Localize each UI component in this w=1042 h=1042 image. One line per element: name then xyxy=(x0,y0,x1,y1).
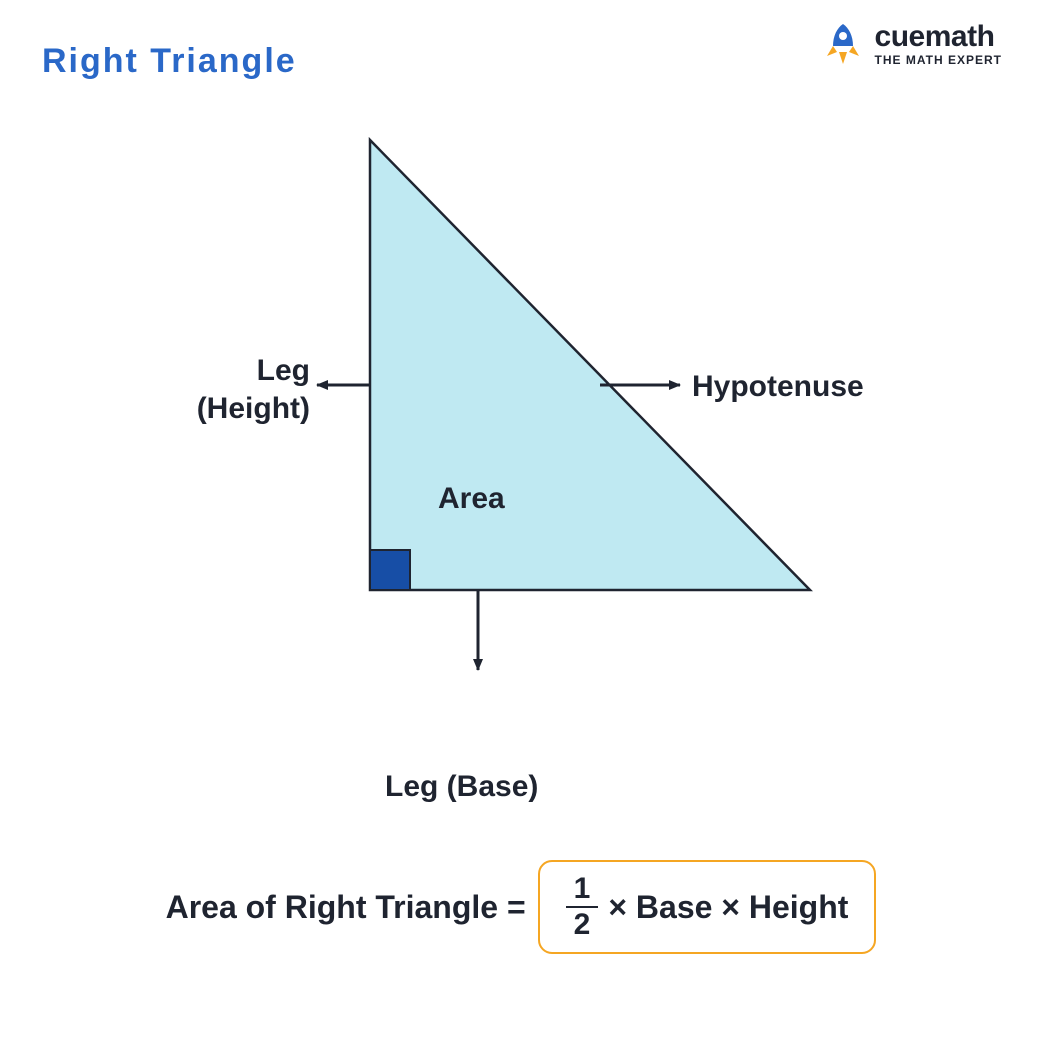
page-title: Right Triangle xyxy=(42,42,297,81)
formula-lhs: Area of Right Triangle = xyxy=(166,889,526,926)
fraction-half: 1 2 xyxy=(566,872,599,942)
triangle-shape xyxy=(370,140,810,590)
triangle-diagram: Leg (Height) Hypotenuse Leg (Base) Area xyxy=(0,130,1042,800)
label-base: Leg (Base) xyxy=(385,768,538,806)
label-area: Area xyxy=(438,480,505,518)
logo-main-text: cuemath xyxy=(875,22,1002,52)
right-angle-marker xyxy=(370,550,410,590)
formula-rhs: × Base × Height xyxy=(608,889,848,926)
rocket-icon xyxy=(819,20,867,68)
label-hypotenuse: Hypotenuse xyxy=(692,368,864,406)
brand-logo: cuemath THE MATH EXPERT xyxy=(819,20,1002,68)
logo-sub-text: THE MATH EXPERT xyxy=(875,54,1002,66)
formula: Area of Right Triangle = 1 2 × Base × He… xyxy=(0,860,1042,954)
formula-box: 1 2 × Base × Height xyxy=(538,860,877,954)
label-height: Leg (Height) xyxy=(150,352,310,427)
